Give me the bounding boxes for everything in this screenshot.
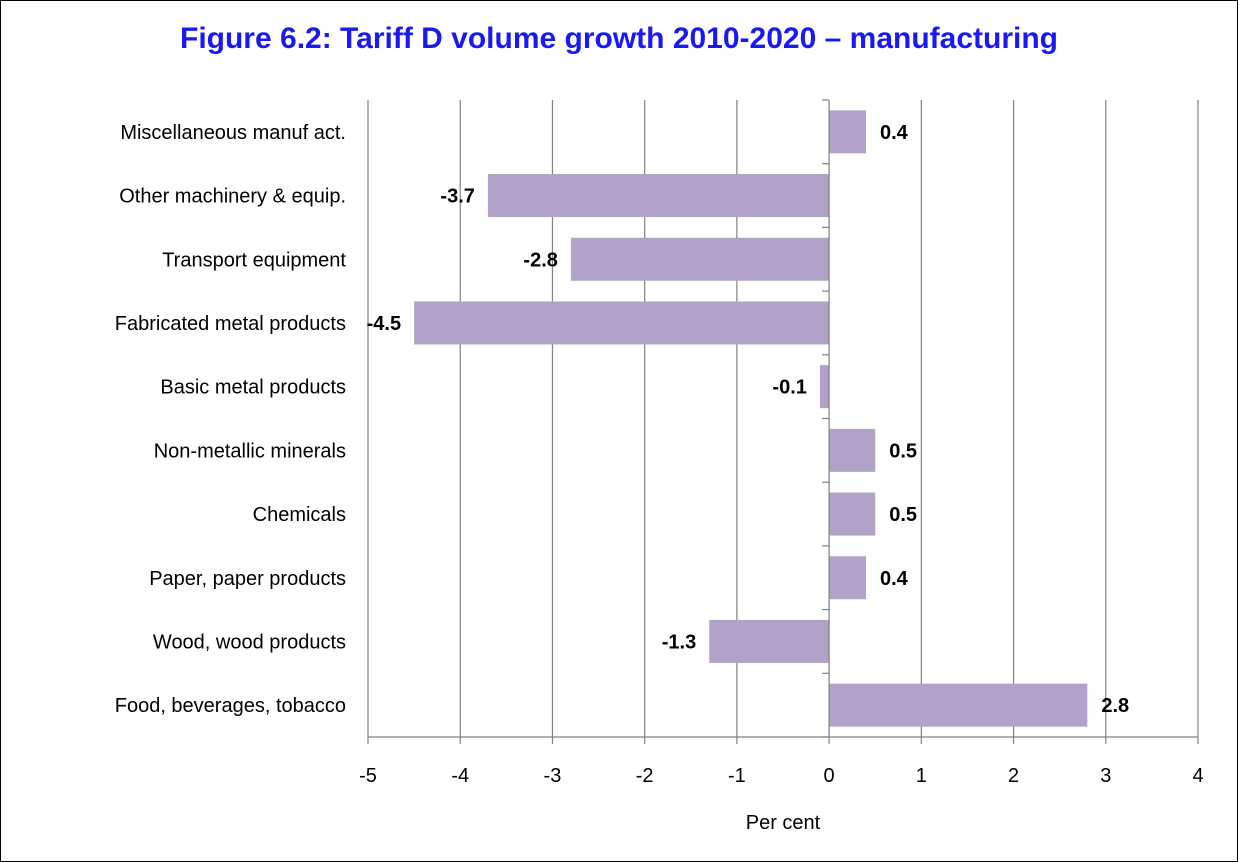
category-label: Fabricated metal products — [115, 313, 346, 335]
category-label: Basic metal products — [160, 377, 346, 399]
bar — [829, 110, 866, 154]
gridlines — [367, 100, 1199, 737]
x-tick-label: -2 — [636, 765, 654, 787]
bar — [829, 428, 876, 472]
bars — [414, 110, 1088, 727]
data-label: 2.8 — [1101, 695, 1129, 717]
x-tick-label: -1 — [728, 765, 746, 787]
category-label: Other machinery & equip. — [119, 186, 346, 208]
data-label: 0.4 — [880, 122, 909, 144]
x-tick-label: 4 — [1192, 765, 1203, 787]
x-tick-label: -3 — [544, 765, 562, 787]
data-label: 0.4 — [880, 568, 909, 590]
x-tick-label: 0 — [824, 765, 835, 787]
data-label: 0.5 — [889, 504, 917, 526]
x-axis-label: Per cent — [746, 812, 821, 834]
axes — [367, 99, 1199, 744]
category-label: Non-metallic minerals — [154, 440, 346, 462]
bar — [570, 237, 830, 281]
category-label: Transport equipment — [162, 249, 346, 271]
bar — [829, 492, 876, 536]
category-label: Wood, wood products — [153, 631, 346, 653]
bar — [487, 174, 830, 218]
category-label: Paper, paper products — [149, 568, 346, 590]
bar — [709, 619, 830, 663]
x-tick-label: 3 — [1100, 765, 1111, 787]
data-label: -2.8 — [523, 249, 557, 271]
category-label: Chemicals — [253, 504, 346, 526]
bar — [819, 365, 830, 409]
chart-title: Figure 6.2: Tariff D volume growth 2010-… — [180, 22, 1058, 55]
x-tick-label: -4 — [451, 765, 469, 787]
category-label: Miscellaneous manuf act. — [120, 122, 346, 144]
data-label: -4.5 — [367, 313, 401, 335]
data-label: -0.1 — [772, 377, 806, 399]
x-tick-label: -5 — [359, 765, 377, 787]
x-tick-label: 2 — [1008, 765, 1019, 787]
data-label: -3.7 — [440, 186, 474, 208]
bar — [414, 301, 830, 345]
labels: -5 -4 -3 -2 -1 0 1 2 3 4 Miscellaneous manuf act. 0… — [115, 122, 1204, 787]
bar — [829, 556, 866, 600]
data-label: -1.3 — [662, 631, 696, 653]
category-label: Food, beverages, tobacco — [115, 695, 346, 717]
bar — [829, 683, 1088, 727]
data-label: 0.5 — [889, 440, 917, 462]
x-tick-label: 1 — [916, 765, 927, 787]
